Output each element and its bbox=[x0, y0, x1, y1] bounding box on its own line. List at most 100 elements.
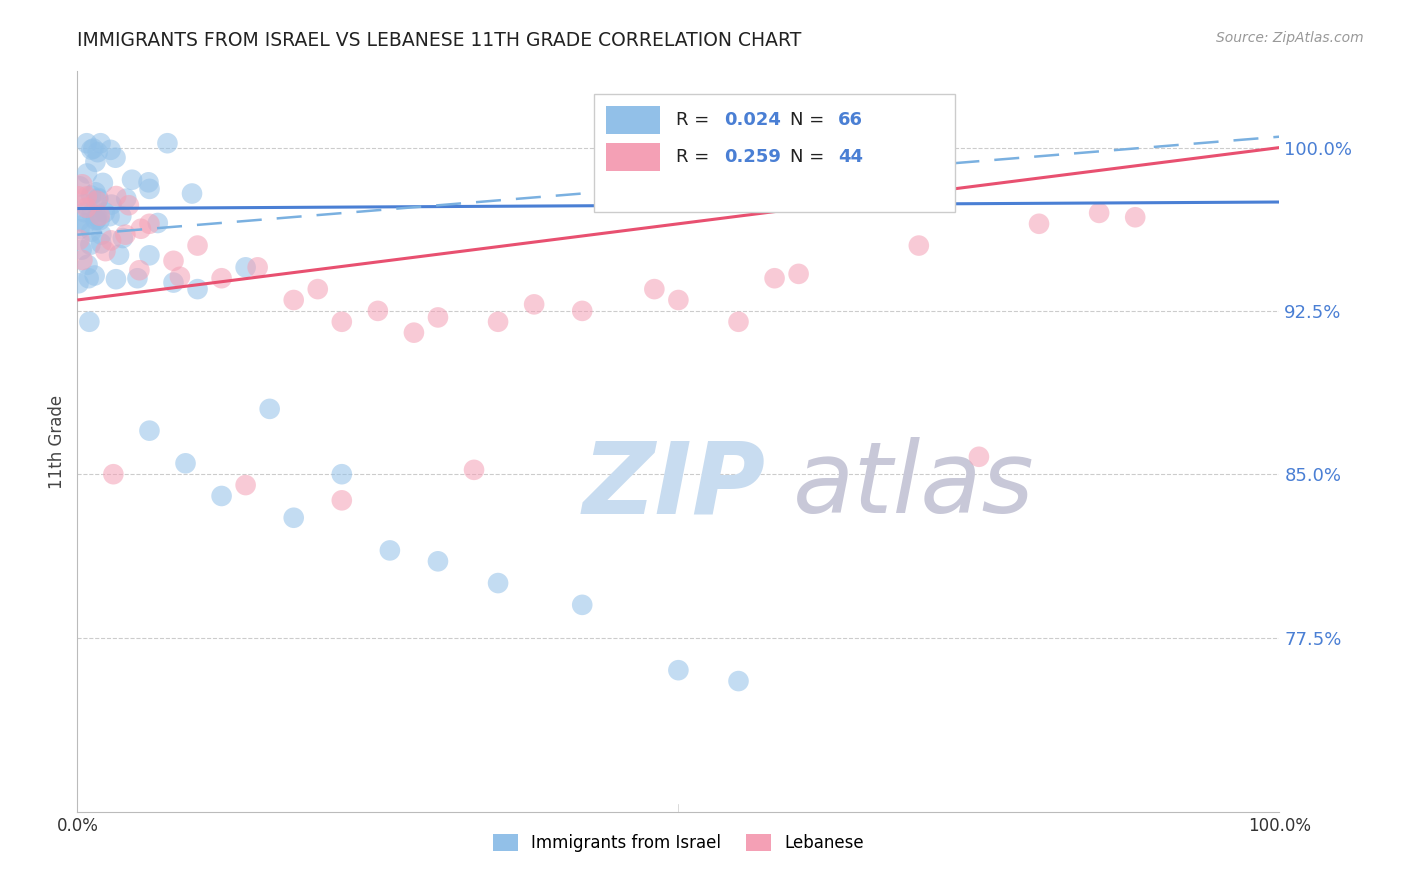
Point bbox=[181, 186, 204, 201]
Point bbox=[138, 248, 160, 262]
Point bbox=[105, 189, 128, 203]
Point bbox=[103, 467, 125, 482]
Point bbox=[1028, 217, 1050, 231]
Point bbox=[90, 227, 112, 242]
Point bbox=[90, 136, 112, 151]
Point bbox=[156, 136, 179, 151]
Point bbox=[1088, 206, 1111, 220]
Point bbox=[378, 543, 401, 558]
Point bbox=[104, 272, 127, 286]
Point bbox=[76, 258, 98, 272]
Point bbox=[330, 315, 353, 329]
Point bbox=[108, 248, 131, 262]
Point bbox=[186, 238, 209, 252]
Text: IMMIGRANTS FROM ISRAEL VS LEBANESE 11TH GRADE CORRELATION CHART: IMMIGRANTS FROM ISRAEL VS LEBANESE 11TH … bbox=[77, 31, 801, 50]
Point bbox=[129, 221, 152, 235]
Point bbox=[110, 209, 132, 223]
Point bbox=[111, 231, 134, 245]
Point bbox=[82, 142, 104, 156]
Point bbox=[259, 401, 281, 416]
Point bbox=[69, 222, 91, 236]
Point bbox=[402, 326, 425, 340]
Point bbox=[367, 304, 389, 318]
Text: ZIP: ZIP bbox=[582, 437, 765, 534]
Point bbox=[235, 478, 257, 492]
Point bbox=[186, 282, 209, 296]
Point bbox=[84, 213, 107, 227]
Point bbox=[523, 297, 546, 311]
Point bbox=[138, 217, 160, 231]
Point bbox=[76, 201, 98, 215]
Point bbox=[98, 209, 121, 223]
Point bbox=[79, 237, 101, 252]
Point bbox=[307, 282, 329, 296]
Text: 66: 66 bbox=[838, 112, 863, 129]
Point bbox=[114, 227, 136, 242]
Text: N =: N = bbox=[790, 112, 830, 129]
Point bbox=[87, 192, 110, 206]
Text: 0.259: 0.259 bbox=[724, 148, 780, 166]
Legend: Immigrants from Israel, Lebanese: Immigrants from Israel, Lebanese bbox=[486, 828, 870, 859]
Text: 44: 44 bbox=[838, 148, 863, 166]
Point bbox=[246, 260, 269, 275]
Point bbox=[427, 554, 450, 568]
Point bbox=[76, 136, 98, 151]
Point bbox=[89, 213, 111, 227]
Point bbox=[80, 188, 103, 202]
Point bbox=[86, 210, 108, 224]
Point bbox=[643, 282, 665, 296]
Point bbox=[70, 243, 93, 257]
Point bbox=[283, 510, 305, 524]
Point bbox=[89, 209, 111, 223]
Point bbox=[87, 191, 110, 205]
Point bbox=[138, 424, 160, 438]
FancyBboxPatch shape bbox=[595, 94, 955, 212]
Y-axis label: 11th Grade: 11th Grade bbox=[48, 394, 66, 489]
Point bbox=[84, 212, 107, 227]
Point bbox=[69, 179, 91, 194]
Point bbox=[1123, 211, 1146, 225]
Point bbox=[73, 197, 96, 211]
FancyBboxPatch shape bbox=[606, 106, 661, 135]
Point bbox=[330, 467, 353, 482]
Point bbox=[211, 489, 233, 503]
Point bbox=[67, 233, 90, 247]
Point bbox=[211, 271, 233, 285]
Point bbox=[128, 263, 150, 277]
Point bbox=[75, 217, 97, 231]
Point bbox=[94, 205, 117, 219]
Point bbox=[84, 154, 107, 169]
Point bbox=[67, 213, 90, 227]
Point bbox=[73, 205, 96, 219]
Point bbox=[80, 207, 103, 221]
Text: 0.024: 0.024 bbox=[724, 112, 780, 129]
Point bbox=[668, 663, 690, 677]
Text: R =: R = bbox=[676, 112, 716, 129]
Point bbox=[727, 315, 749, 329]
Point bbox=[91, 176, 114, 190]
Point bbox=[967, 450, 990, 464]
Point bbox=[77, 271, 100, 285]
Point bbox=[80, 143, 103, 157]
Point bbox=[76, 166, 98, 180]
Point bbox=[146, 216, 169, 230]
Point bbox=[427, 310, 450, 325]
Point bbox=[486, 576, 509, 591]
Point bbox=[486, 315, 509, 329]
Point bbox=[115, 192, 138, 206]
Text: atlas: atlas bbox=[793, 437, 1035, 534]
Point bbox=[127, 271, 149, 285]
Text: Source: ZipAtlas.com: Source: ZipAtlas.com bbox=[1216, 31, 1364, 45]
Point bbox=[162, 276, 184, 290]
Point bbox=[84, 186, 107, 200]
Point bbox=[235, 260, 257, 275]
Point bbox=[463, 463, 485, 477]
Point bbox=[138, 182, 160, 196]
Point bbox=[118, 198, 141, 212]
Point bbox=[169, 269, 191, 284]
Point bbox=[100, 143, 122, 157]
FancyBboxPatch shape bbox=[606, 144, 661, 171]
Point bbox=[668, 293, 690, 307]
Point bbox=[100, 197, 122, 211]
Point bbox=[571, 598, 593, 612]
